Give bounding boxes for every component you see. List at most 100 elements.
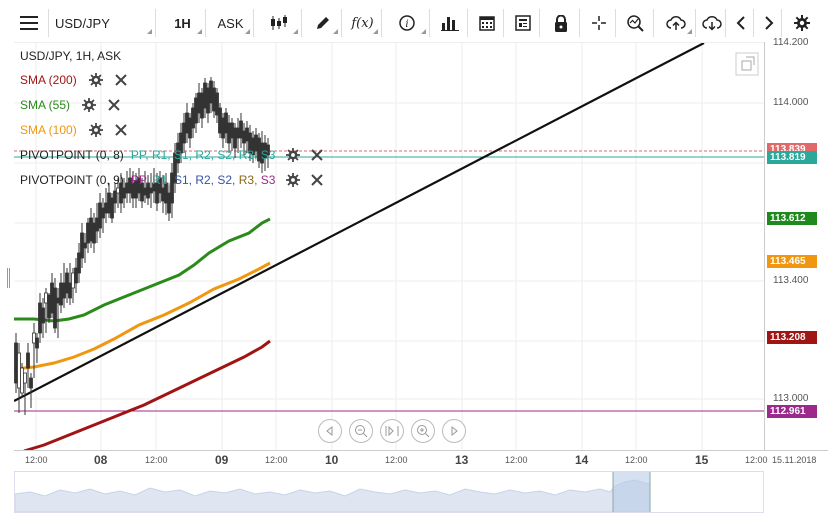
sma100-remove-icon[interactable] xyxy=(114,124,127,136)
candle-body xyxy=(56,297,60,304)
price-label: 114.200 xyxy=(773,37,809,48)
back-button[interactable] xyxy=(728,9,754,37)
time-label: 12:00 xyxy=(385,455,408,465)
sma100-settings-icon[interactable] xyxy=(88,123,103,137)
candle-body xyxy=(218,107,222,134)
candle-body xyxy=(107,192,111,214)
candle-body xyxy=(23,372,27,384)
candle-body xyxy=(98,202,102,229)
candle-body xyxy=(38,302,42,334)
candle-body xyxy=(47,294,51,319)
pivot1-label: PIVOTPOINT (0, 8) xyxy=(20,148,124,162)
candle-body xyxy=(122,187,126,199)
candle-body xyxy=(194,97,198,124)
candle-body xyxy=(89,217,93,242)
candle-body xyxy=(80,232,84,259)
candle-body xyxy=(233,127,237,149)
chevron-right-icon xyxy=(764,16,773,30)
reset-zoom-button[interactable] xyxy=(380,419,404,443)
scroll-right-button[interactable] xyxy=(442,419,466,443)
sma100-price-tag: 113.465 xyxy=(767,255,817,268)
zoom-chart-button[interactable] xyxy=(618,9,654,37)
triangle-left-icon xyxy=(326,426,333,436)
pivot1-remove-icon[interactable] xyxy=(311,149,324,161)
crosshair-button[interactable] xyxy=(582,9,616,37)
candle-body xyxy=(197,92,201,114)
price-axis[interactable]: 114.200 114.000 113.400 113.000 113.839 … xyxy=(764,37,828,450)
candle-body xyxy=(101,207,105,219)
lock-button[interactable] xyxy=(542,9,580,37)
zoom-in-icon xyxy=(417,425,430,438)
price-label: 113.400 xyxy=(773,275,809,286)
indicators-button[interactable]: f(x) xyxy=(344,9,382,37)
candle-body xyxy=(92,222,96,244)
timeframe-selector[interactable]: 1H xyxy=(160,9,206,37)
candlestick-icon xyxy=(270,15,287,30)
price-type-selector[interactable]: ASK xyxy=(208,9,254,37)
navigator-window[interactable] xyxy=(613,472,650,512)
info-icon: i xyxy=(398,15,415,31)
trend-line[interactable] xyxy=(14,43,705,402)
volume-button[interactable] xyxy=(432,9,468,37)
forward-button[interactable] xyxy=(756,9,782,37)
sma55-remove-icon[interactable] xyxy=(108,99,120,111)
news-button[interactable] xyxy=(506,9,540,37)
pivot2-r2: R2, xyxy=(195,173,215,187)
sma55-settings-icon[interactable] xyxy=(82,98,97,112)
pencil-icon xyxy=(316,17,329,29)
reset-icon xyxy=(385,425,399,437)
time-label: 12:00 xyxy=(505,455,528,465)
pivot1-settings-icon[interactable] xyxy=(286,148,301,162)
expand-icon[interactable] xyxy=(735,52,759,76)
zoom-in-button[interactable] xyxy=(411,419,435,443)
candle-body xyxy=(71,272,75,289)
gear-icon xyxy=(794,15,810,31)
price-label: 113.000 xyxy=(773,393,809,404)
time-axis[interactable]: 12:00 08 12:00 09 12:00 10 12:00 13 12:0… xyxy=(14,450,828,470)
candle-body xyxy=(167,192,171,214)
draw-tool-button[interactable] xyxy=(304,9,342,37)
candle-body xyxy=(212,87,216,112)
chevron-left-icon xyxy=(736,16,745,30)
candle-body xyxy=(230,122,234,139)
pivot2-remove-icon[interactable] xyxy=(311,174,324,186)
pivot2-settings-icon[interactable] xyxy=(286,173,301,187)
candlestick-series[interactable] xyxy=(14,77,270,415)
pivot1-s2: S2, xyxy=(217,148,236,162)
date-label: 09 xyxy=(215,453,229,467)
hamburger-icon xyxy=(20,16,38,30)
date-label: 08 xyxy=(94,453,108,467)
menu-button[interactable] xyxy=(12,9,46,37)
candle-body xyxy=(35,337,39,349)
scroll-left-button[interactable] xyxy=(318,419,342,443)
info-button[interactable]: i xyxy=(384,9,430,37)
settings-button[interactable] xyxy=(788,9,816,37)
chart-type-button[interactable] xyxy=(256,9,302,37)
candle-body xyxy=(65,272,69,294)
sma200-line xyxy=(23,339,271,451)
candle-body xyxy=(113,190,117,204)
symbol-selector[interactable]: USD/JPY xyxy=(48,9,156,37)
candle-body xyxy=(224,112,228,134)
candle-body xyxy=(266,144,270,156)
zoom-out-button[interactable] xyxy=(349,419,373,443)
calendar-button[interactable] xyxy=(470,9,504,37)
sma200-settings-icon[interactable] xyxy=(88,73,103,87)
news-icon xyxy=(514,15,531,31)
time-label: 12:00 xyxy=(265,455,288,465)
sma200-remove-icon[interactable] xyxy=(114,74,127,86)
legend-sma200: SMA (200) xyxy=(20,73,127,87)
download-button[interactable] xyxy=(698,9,726,37)
chart-area[interactable] xyxy=(14,42,764,451)
current-date-label: 15.11.2018 xyxy=(772,455,817,465)
candle-body xyxy=(188,117,192,139)
left-drag-handle[interactable] xyxy=(7,268,10,288)
price-tag: 112.961 xyxy=(767,405,817,418)
navigator[interactable] xyxy=(14,471,764,513)
candle-body xyxy=(77,252,81,274)
sma200-label: SMA (200) xyxy=(20,73,77,87)
upload-button[interactable] xyxy=(656,9,696,37)
candle-body xyxy=(182,122,186,144)
candle-body xyxy=(68,282,72,299)
